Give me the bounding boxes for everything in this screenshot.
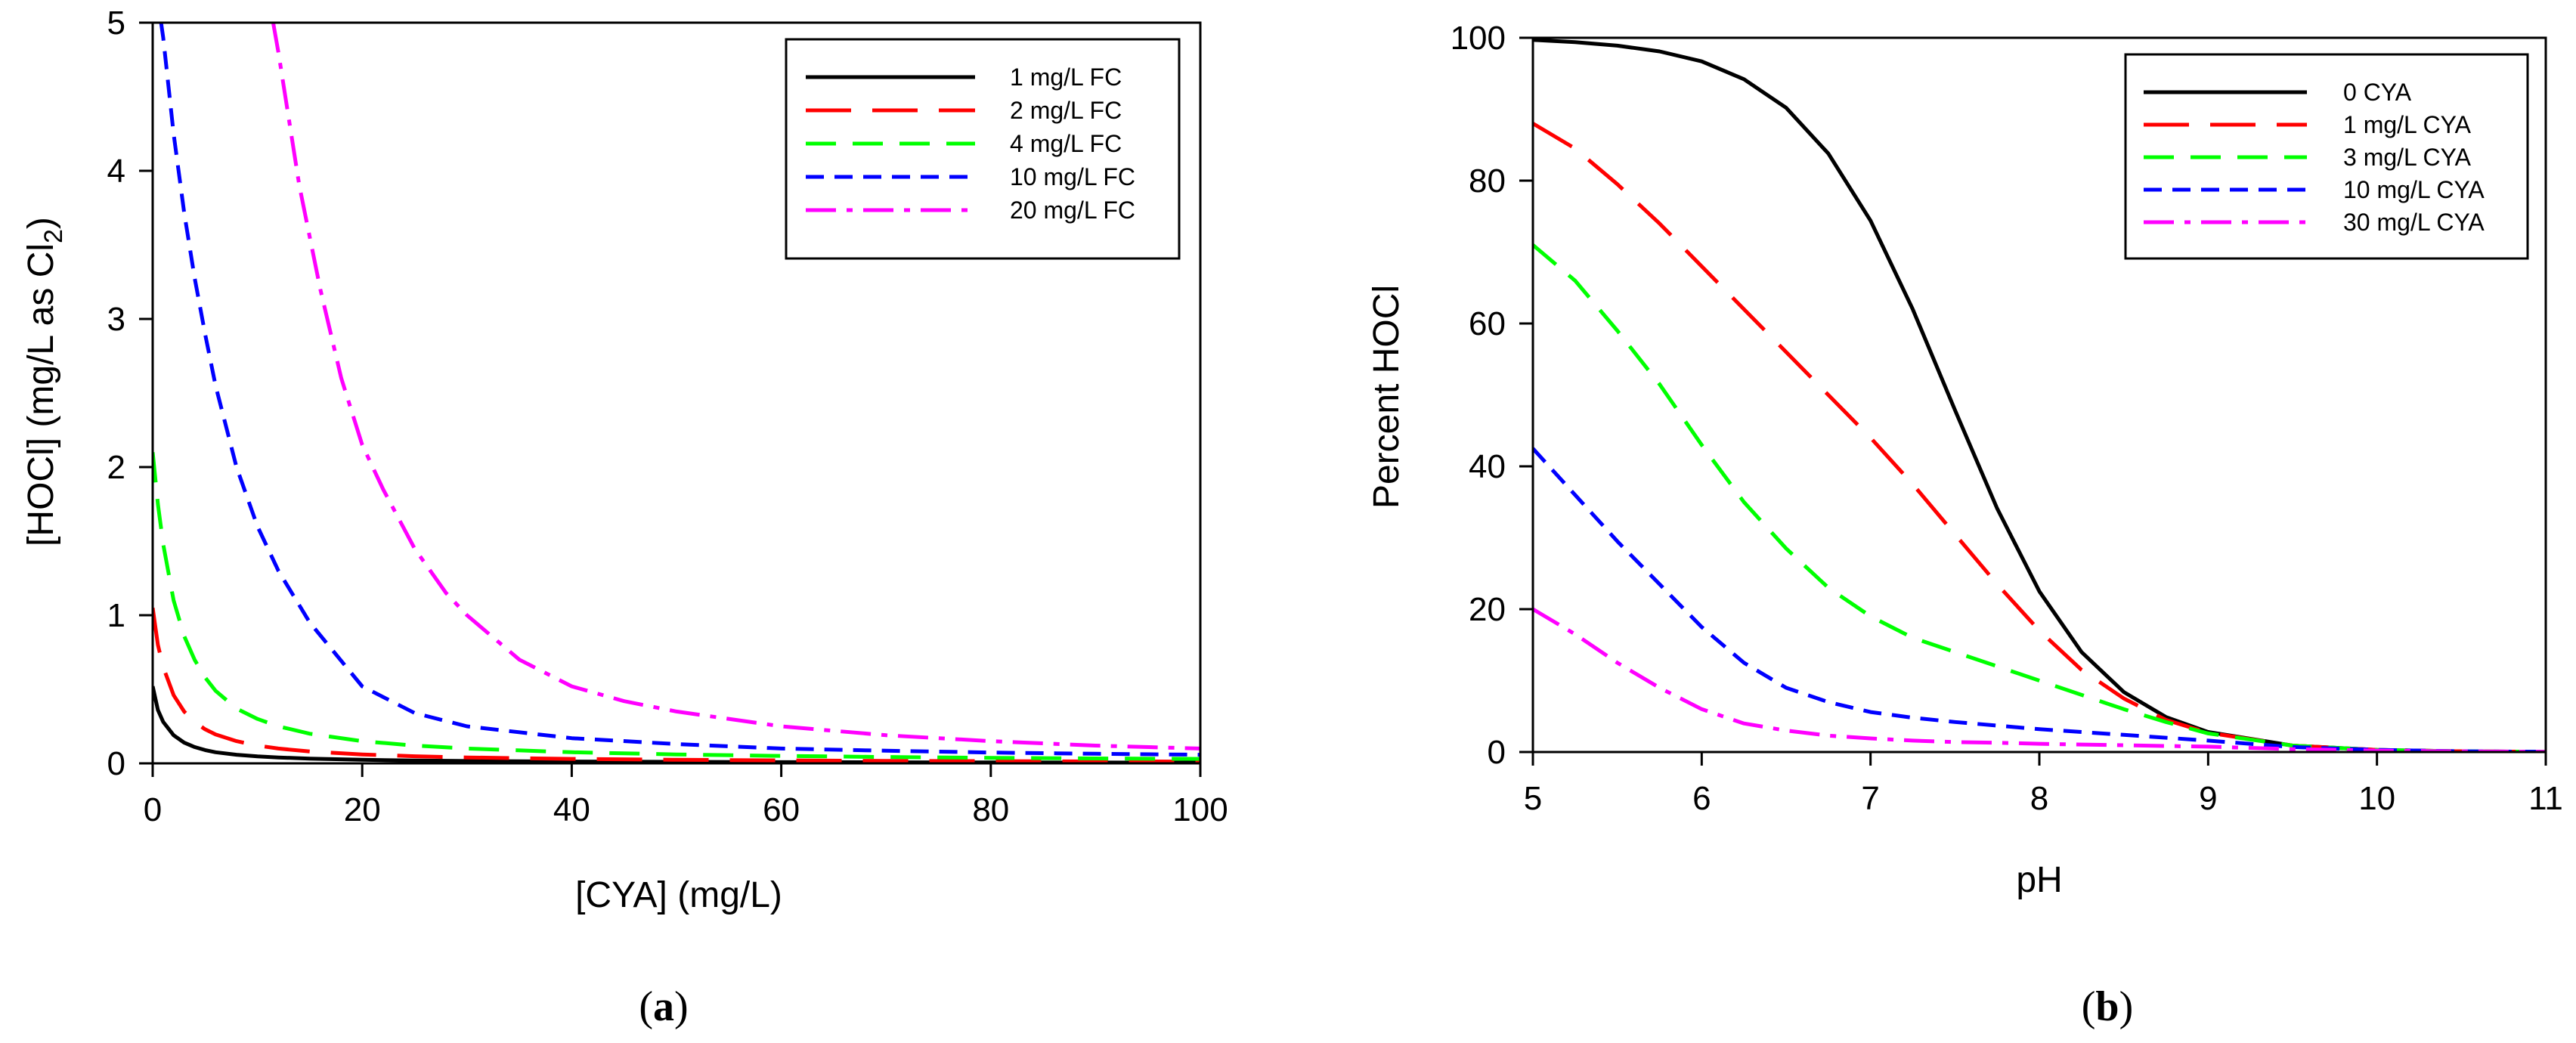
panel-a-y-axis-title-main: [HOCl] (mg/L as Cl	[21, 243, 61, 546]
panel-a-x-tick-label: 100	[1172, 791, 1228, 828]
panel-a-chart: 0 20 40 60 80 100 0 1 2 3 4 5 [CYA] (mg/L) [HOCl] (…	[21, 5, 1228, 1030]
panel-a-y-tick-label: 5	[107, 5, 125, 42]
panel-b-series-line-4	[1533, 447, 2546, 752]
panel-b-legend-label-1: 0 CYA	[2343, 79, 2412, 106]
panel-a-y-tick-label: 2	[107, 449, 125, 486]
panel-b-x-tick-label: 11	[2528, 780, 2563, 817]
panel-b-y-tick-label: 0	[1488, 734, 1506, 771]
panel-a-series-line-1	[153, 686, 1200, 763]
panel-a-x-tick-label: 60	[763, 791, 800, 828]
panel-b-ticks: 5 6 7 8 9 10 11 0 20 40 60 80 100	[1451, 20, 2563, 817]
panel-a-legend-label-4: 10 mg/L FC	[1010, 163, 1135, 190]
panel-b-x-tick-label: 7	[1861, 780, 1879, 817]
panel-a-y-axis-title-suffix: )	[21, 217, 61, 229]
panel-a-y-tick-label: 4	[107, 153, 125, 190]
panel-b-y-tick-label: 80	[1469, 162, 1506, 200]
panel-a-y-tick-label: 1	[107, 597, 125, 634]
panel-b-series-line-3	[1533, 243, 2546, 752]
panel-b-y-axis-title: Percent HOCl	[1367, 285, 1407, 509]
panel-b-series-group	[1533, 38, 2546, 752]
panel-b-chart: 5 6 7 8 9 10 11 0 20 40 60 80 100 pH Percent HOCl 0 …	[1367, 20, 2563, 1030]
panel-a-label: (a)	[639, 983, 688, 1030]
panel-a-x-tick-label: 80	[972, 791, 1009, 828]
panel-a-x-tick-label: 40	[553, 791, 590, 828]
panel-a-plot-frame	[151, 21, 1202, 765]
panel-b-legend-label-5: 30 mg/L CYA	[2343, 209, 2485, 236]
panel-b-x-tick-label: 10	[2358, 780, 2395, 817]
panel-b-series-line-5	[1533, 607, 2546, 752]
panel-a-legend: 1 mg/L FC 2 mg/L FC 4 mg/L FC 10 mg/L FC 20 …	[785, 38, 1181, 260]
panel-a-y-tick-label: 3	[107, 301, 125, 338]
panel-b-legend-label-2: 1 mg/L CYA	[2343, 111, 2472, 138]
panel-b-x-tick-label: 8	[2030, 780, 2048, 817]
panel-a-x-tick-label: 0	[144, 791, 162, 828]
panel-a-x-axis-title: [CYA] (mg/L)	[575, 875, 782, 915]
panel-a-legend-label-5: 20 mg/L FC	[1010, 197, 1135, 224]
panel-b-legend-label-3: 3 mg/L CYA	[2343, 144, 2472, 171]
panel-a-legend-label-3: 4 mg/L FC	[1010, 130, 1122, 157]
panel-b-x-tick-label: 6	[1692, 780, 1711, 817]
panel-a-legend-label-1: 1 mg/L FC	[1010, 63, 1122, 91]
panel-a-series-line-4	[159, 23, 1200, 757]
panel-b-y-tick-label: 100	[1451, 20, 1506, 57]
panel-a-y-axis-title-subscript: 2	[39, 229, 68, 243]
panel-b-x-axis-title: pH	[2016, 860, 2062, 900]
panel-b-legend-label-4: 10 mg/L CYA	[2343, 176, 2485, 203]
panel-b-legend: 0 CYA 1 mg/L CYA 3 mg/L CYA 10 mg/L CYA 30 m…	[2124, 53, 2529, 260]
panel-a-y-axis-title: [HOCl] (mg/L as Cl2)	[21, 217, 68, 546]
panel-b-label: (b)	[2082, 983, 2133, 1030]
panel-a-series-line-2	[153, 607, 1200, 763]
panel-b-x-tick-label: 9	[2199, 780, 2217, 817]
panel-a-x-tick-label: 20	[344, 791, 381, 828]
panel-a-ticks: 0 20 40 60 80 100 0 1 2 3 4 5	[107, 5, 1228, 828]
panel-b-y-tick-label: 40	[1469, 448, 1506, 485]
panel-a-series-line-3	[153, 452, 1200, 761]
panel-b-y-tick-label: 20	[1469, 591, 1506, 628]
panel-b-x-tick-label: 5	[1524, 780, 1542, 817]
panel-b-y-tick-label: 60	[1469, 305, 1506, 342]
panel-a-legend-label-2: 2 mg/L FC	[1010, 97, 1122, 124]
panel-a-y-tick-label: 0	[107, 745, 125, 782]
panel-a-series-line-5	[271, 23, 1200, 751]
